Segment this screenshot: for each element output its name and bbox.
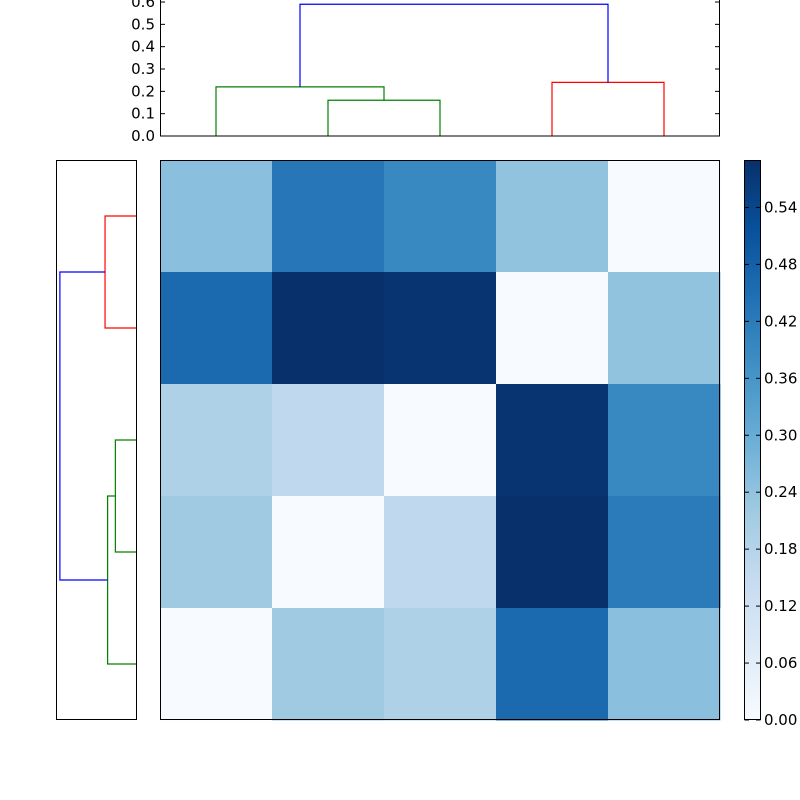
colorbar-tick-label: 0.18: [764, 540, 797, 558]
heatmap-cell: [160, 272, 273, 385]
top-dendrogram-link: [551, 81, 665, 136]
colorbar-tick-label: 0.24: [764, 483, 797, 501]
colorbar-ticks: 0.00 0.06 0.12 0.18 0.24 0.30 0.36 0.42 0.48 0.54: [744, 198, 797, 729]
left-dendrogram-links: [59, 215, 136, 665]
heatmap-cell: [272, 496, 385, 609]
colorbar-tick-label: 0.12: [764, 597, 797, 615]
top-dendrogram-link: [215, 86, 385, 136]
heatmap-cell: [160, 160, 273, 273]
colorbar-tick-label: 0.06: [764, 654, 797, 672]
heatmap-cell: [496, 272, 609, 385]
left-dendrogram-link: [59, 271, 108, 581]
heatmap-cell: [384, 384, 497, 497]
heatmap-cell: [272, 384, 385, 497]
top-dendrogram-frame: [160, 0, 720, 137]
colorbar-tick-label: 0.42: [764, 312, 797, 330]
top-y-tick-label: 0.2: [131, 82, 155, 100]
heatmap-cells: [160, 160, 721, 721]
colorbar-tick-label: 0.30: [764, 426, 797, 444]
top-y-tick-label: 0.0: [131, 127, 155, 145]
heatmap-panel: [160, 160, 721, 721]
top-y-tick-label: 0.6: [131, 0, 155, 11]
top-y-tick-label: 0.5: [131, 15, 155, 33]
top-dendrogram-y-axis: 0.0 0.1 0.2 0.3 0.4 0.5 0.6: [131, 0, 720, 145]
heatmap-cell: [160, 608, 273, 721]
heatmap-cell: [160, 496, 273, 609]
left-dendrogram-link: [107, 495, 136, 665]
heatmap-cell: [272, 272, 385, 385]
heatmap-cell: [608, 384, 721, 497]
left-dendrogram-link: [104, 215, 136, 329]
top-y-tick-label: 0.4: [131, 38, 155, 56]
top-dendrogram-link: [299, 3, 609, 87]
top-dendrogram-links: [215, 3, 665, 136]
top-dendrogram-panel: 0.0 0.1 0.2 0.3 0.4 0.5 0.6: [131, 0, 720, 145]
heatmap-cell: [384, 272, 497, 385]
colorbar-tick-label: 0.48: [764, 255, 797, 273]
colorbar: 0.00 0.06 0.12 0.18 0.24 0.30 0.36 0.42 0.48 0.54: [744, 160, 797, 729]
heatmap-cell: [160, 384, 273, 497]
top-dendrogram-link: [327, 99, 441, 136]
colorbar-tick-label: 0.36: [764, 369, 797, 387]
top-y-tick-label: 0.1: [131, 105, 155, 123]
left-dendrogram-panel: [56, 160, 137, 720]
heatmap-cell: [496, 160, 609, 273]
heatmap-cell: [496, 496, 609, 609]
top-y-tick-label: 0.3: [131, 60, 155, 78]
heatmap-frame: [160, 160, 720, 720]
heatmap-cell: [608, 272, 721, 385]
heatmap-cell: [272, 608, 385, 721]
heatmap-cell: [384, 160, 497, 273]
heatmap-cell: [608, 160, 721, 273]
colorbar-tick-label: 0.54: [764, 198, 797, 216]
heatmap-cell: [384, 608, 497, 721]
heatmap-cell: [608, 608, 721, 721]
heatmap-cell: [384, 496, 497, 609]
left-dendrogram-link: [114, 439, 136, 553]
heatmap-cell: [496, 384, 609, 497]
colorbar-gradient: [744, 160, 760, 720]
heatmap-cell: [608, 496, 721, 609]
heatmap-cell: [496, 608, 609, 721]
colorbar-frame: [744, 160, 761, 720]
heatmap-cell: [272, 160, 385, 273]
colorbar-tick-label: 0.00: [764, 711, 797, 729]
left-dendrogram-frame: [56, 160, 137, 720]
